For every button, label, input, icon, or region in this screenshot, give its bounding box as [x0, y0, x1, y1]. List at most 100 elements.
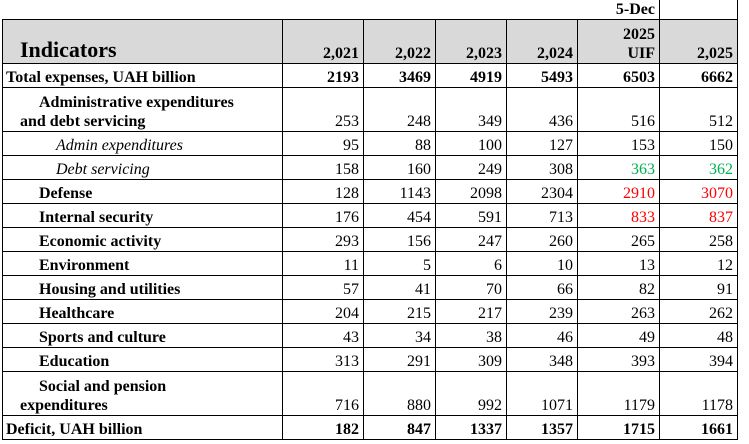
cell: 454 [363, 203, 436, 228]
col-header-2024: 2,024 [506, 19, 578, 64]
cell: 436 [506, 87, 578, 132]
table-row-education: Education 313 291 309 348 393 394 [2, 347, 738, 372]
cell: 128 [282, 179, 364, 204]
cell: 46 [506, 323, 578, 348]
cell: 160 [363, 155, 436, 180]
cell: 394 [659, 347, 738, 372]
cell: 6662 [659, 63, 738, 88]
row-label: Sports and culture [2, 323, 283, 348]
cell: 591 [435, 203, 507, 228]
cell: 293 [282, 227, 364, 252]
cell: 57 [282, 275, 364, 300]
cell: 66 [506, 275, 578, 300]
row-label: Social and pension expenditures [2, 371, 283, 416]
cell: 263 [577, 299, 660, 324]
row-label: Internal security [2, 203, 283, 228]
col-header-2021: 2,021 [282, 19, 364, 64]
cell: 847 [363, 415, 436, 440]
row-label: Environment [2, 251, 283, 276]
cell: 182 [282, 415, 364, 440]
header-row: Indicators 2,021 2,022 2,023 2,024 2025 U… [2, 19, 738, 64]
cell: 265 [577, 227, 660, 252]
cell: 34 [363, 323, 436, 348]
cell-highlight-green: 362 [659, 155, 738, 180]
cell: 3469 [363, 63, 436, 88]
cell: 127 [506, 131, 578, 156]
cell: 309 [435, 347, 507, 372]
cell: 262 [659, 299, 738, 324]
cell-highlight-red: 837 [659, 203, 738, 228]
cell: 1661 [659, 415, 738, 440]
cell: 176 [282, 203, 364, 228]
date-note-row: 5-Dec [3, 0, 738, 20]
col-header-2025: 2,025 [659, 19, 738, 64]
cell: 393 [577, 347, 660, 372]
cell: 49 [577, 323, 660, 348]
cell: 516 [577, 87, 660, 132]
cell: 13 [577, 251, 660, 276]
cell: 308 [506, 155, 578, 180]
cell: 1179 [577, 371, 660, 416]
table-row-healthcare: Healthcare 204 215 217 239 263 262 [2, 299, 738, 324]
cell: 291 [363, 347, 436, 372]
cell-highlight-red: 2910 [577, 179, 660, 204]
table-row-housing-utilities: Housing and utilities 57 41 70 66 82 91 [2, 275, 738, 300]
col-header-2025-uif: 2025 UIF [577, 19, 660, 64]
table-row-admin-debt: Administrative expenditures and debt serv… [2, 87, 738, 132]
cell: 2098 [435, 179, 507, 204]
cell: 6503 [577, 63, 660, 88]
cell: 100 [435, 131, 507, 156]
cell: 70 [435, 275, 507, 300]
cell: 95 [282, 131, 364, 156]
table-row-debt-servicing: Debt servicing 158 160 249 308 363 362 [2, 155, 738, 180]
table-row-admin-expenditures: Admin expenditures 95 88 100 127 153 150 [2, 131, 738, 156]
row-label: Healthcare [2, 299, 283, 324]
row-label-line1: Administrative expenditures [39, 94, 234, 111]
cell: 253 [282, 87, 364, 132]
cell: 348 [506, 347, 578, 372]
cell: 512 [659, 87, 738, 132]
cell: 239 [506, 299, 578, 324]
cell: 992 [435, 371, 507, 416]
cell: 215 [363, 299, 436, 324]
row-label-line1: Social and pension [39, 378, 167, 395]
row-label-line2: and debt servicing [20, 113, 146, 130]
cell: 150 [659, 131, 738, 156]
table-row-sports-culture: Sports and culture 43 34 38 46 49 48 [2, 323, 738, 348]
cell: 5 [363, 251, 436, 276]
cell: 1715 [577, 415, 660, 440]
table-row-environment: Environment 11 5 6 10 13 12 [2, 251, 738, 276]
row-label: Deficit, UAH billion [2, 415, 283, 440]
cell: 48 [659, 323, 738, 348]
budget-indicators-table: 5-Dec Indicators 2,021 2,022 2,023 2,024… [2, 0, 738, 440]
cell-highlight-green: 363 [577, 155, 660, 180]
cell: 38 [435, 323, 507, 348]
cell: 313 [282, 347, 364, 372]
cell: 12 [659, 251, 738, 276]
cell: 1178 [659, 371, 738, 416]
cell: 5493 [506, 63, 578, 88]
cell: 82 [577, 275, 660, 300]
row-label: Admin expenditures [2, 131, 283, 156]
cell: 158 [282, 155, 364, 180]
indicators-header: Indicators [2, 19, 283, 64]
col-header-2022: 2,022 [363, 19, 436, 64]
cell: 156 [363, 227, 436, 252]
cell: 217 [435, 299, 507, 324]
cell: 91 [659, 275, 738, 300]
cell: 349 [435, 87, 507, 132]
row-label-line2: expenditures [20, 397, 108, 414]
cell: 2193 [282, 63, 364, 88]
row-label: Administrative expenditures and debt serv… [2, 87, 283, 132]
uif-label: UIF [627, 45, 655, 62]
uif-year: 2025 [623, 26, 655, 43]
row-label: Total expenses, UAH billion [2, 63, 283, 88]
table-row-internal-security: Internal security 176 454 591 713 833 83… [2, 203, 738, 228]
cell: 4919 [435, 63, 507, 88]
cell: 41 [363, 275, 436, 300]
row-label: Economic activity [2, 227, 283, 252]
cell: 43 [282, 323, 364, 348]
cell: 247 [435, 227, 507, 252]
row-label: Housing and utilities [2, 275, 283, 300]
date-note: 5-Dec [577, 0, 660, 20]
